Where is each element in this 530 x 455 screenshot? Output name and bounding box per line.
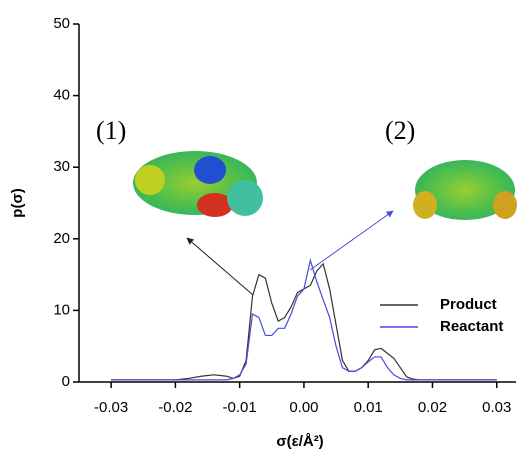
line xyxy=(111,257,497,381)
y-tick-label: 10 xyxy=(53,301,70,318)
x-tick-label: 0.01 xyxy=(354,399,383,416)
y-tick-label: 0 xyxy=(62,373,70,390)
annotation: (1) xyxy=(96,116,126,145)
molecule-1 xyxy=(133,151,263,217)
x-tick-label: -0.03 xyxy=(94,399,128,416)
y-tick-label: 40 xyxy=(53,87,70,104)
molecule-2 xyxy=(413,160,517,220)
y-tick-label: 30 xyxy=(53,158,70,175)
legend-label: Product xyxy=(440,296,497,313)
annotation: (2) xyxy=(385,116,415,145)
x-tick-label: 0.02 xyxy=(418,399,447,416)
line xyxy=(111,262,497,381)
y-tick-label: 20 xyxy=(53,230,70,247)
x-tick-label: 0.00 xyxy=(289,399,318,416)
x-axis-label: σ(ε/Å²) xyxy=(276,433,323,450)
arrow xyxy=(309,210,394,271)
x-tick-label: -0.01 xyxy=(223,399,257,416)
y-tick-label: 50 xyxy=(53,15,70,32)
legend-label: Reactant xyxy=(440,318,503,335)
y-axis-label: p(σ) xyxy=(9,188,26,217)
arrow xyxy=(186,237,254,296)
x-tick-label: -0.02 xyxy=(158,399,192,416)
x-tick-label: 0.03 xyxy=(482,399,511,416)
